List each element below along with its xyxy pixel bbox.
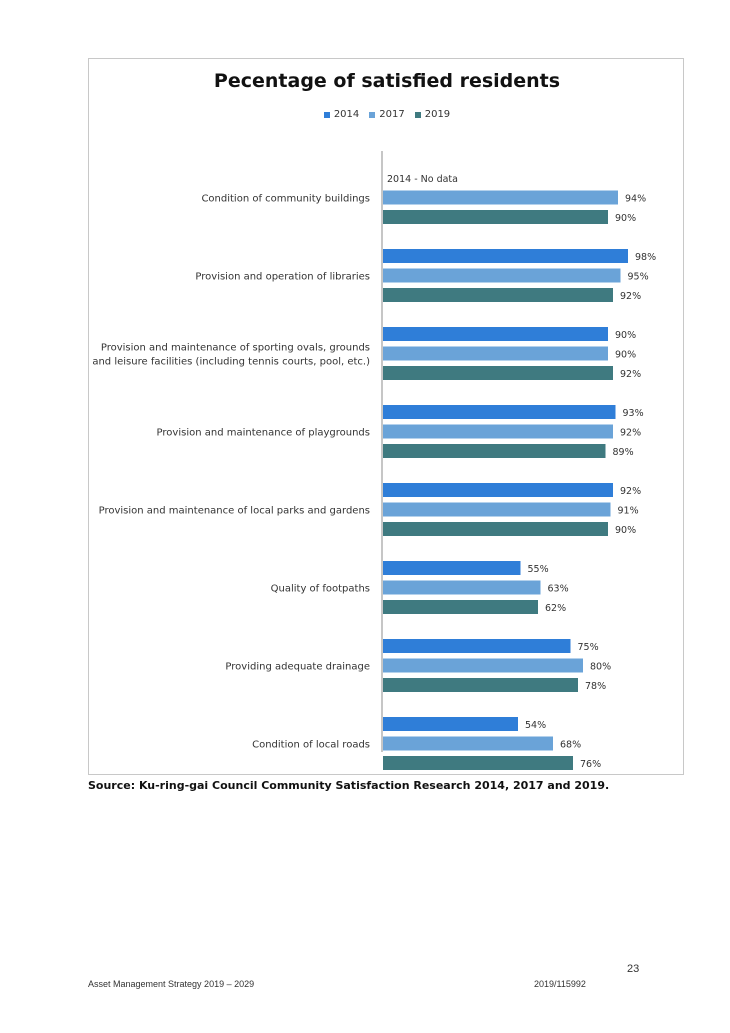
- legend-swatch-2017: [369, 111, 376, 118]
- bar-2014: [383, 717, 518, 731]
- data-label-2019: 90%: [615, 213, 636, 224]
- bar-2017: [383, 268, 621, 283]
- data-label-2019: 76%: [580, 759, 601, 770]
- legend-label-2019: 2019: [424, 109, 451, 120]
- bar-2019: [383, 756, 573, 770]
- data-label-2017: 91%: [618, 506, 639, 517]
- data-label-2019: 89%: [613, 447, 634, 458]
- legend-swatch-2014: [323, 111, 330, 118]
- bar-2019: [383, 366, 613, 380]
- bar-2019: [383, 444, 606, 458]
- legend-label-2014: 2014: [333, 109, 360, 120]
- category-label: Condition of local roads: [252, 740, 370, 751]
- bar-2017: [383, 424, 613, 439]
- data-label-2017: 92%: [620, 428, 641, 439]
- legend-item-2019: 2019: [414, 109, 451, 120]
- data-label-2019: 92%: [620, 291, 641, 302]
- chart-legend: 2014 2017 2019: [89, 109, 685, 120]
- bar-2019: [383, 288, 613, 302]
- category-label: and leisure facilities (including tennis…: [92, 357, 370, 368]
- legend-swatch-2019: [414, 111, 421, 118]
- category-label: Quality of footpaths: [271, 584, 370, 595]
- bar-2014: [383, 561, 521, 575]
- footer-document-title: Asset Management Strategy 2019 – 2029: [88, 979, 255, 989]
- page-number: 23: [627, 963, 640, 975]
- chart-title: Pecentage of satisfied residents: [213, 70, 561, 92]
- data-label-2017: 90%: [615, 350, 636, 361]
- bar-2017: [383, 346, 608, 361]
- bar-2014: [383, 483, 613, 497]
- data-label-2017: 68%: [560, 740, 581, 751]
- data-label-2017: 63%: [548, 584, 569, 595]
- category-label: Provision and maintenance of playgrounds: [157, 428, 370, 439]
- data-label-2019: 78%: [585, 681, 606, 692]
- data-label-2014: 93%: [623, 408, 644, 419]
- chart-frame: Pecentage of satisfied residents 2014 20…: [88, 58, 684, 775]
- bar-2017: [383, 658, 583, 673]
- data-label-2014: 54%: [525, 720, 546, 731]
- data-label-2014: 98%: [635, 252, 656, 263]
- chart-plot: Condition of community buildings 2014 - N…: [92, 151, 656, 770]
- category-label: Provision and operation of libraries: [195, 272, 370, 283]
- data-label-2014: 90%: [615, 330, 636, 341]
- data-label-2019: 92%: [620, 369, 641, 380]
- data-label-2019: 90%: [615, 525, 636, 536]
- bar-2017: [383, 736, 553, 751]
- bar-2014: [383, 249, 628, 263]
- bar-2014: [383, 327, 608, 341]
- data-label-2014: 92%: [620, 486, 641, 497]
- data-label-2014: 55%: [528, 564, 549, 575]
- bar-2017: [383, 502, 611, 517]
- bar-2017: [383, 190, 618, 205]
- bar-2017: [383, 580, 541, 595]
- data-label-2019: 62%: [545, 603, 566, 614]
- bar-2014: [383, 405, 616, 419]
- bar-2019: [383, 210, 608, 224]
- bar-2014: [383, 639, 571, 653]
- data-label-2017: 94%: [625, 194, 646, 205]
- no-data-label-2014: 2014 - No data: [387, 174, 458, 185]
- legend-label-2017: 2017: [379, 109, 405, 120]
- legend-item-2017: 2017: [369, 109, 405, 120]
- category-label: Providing adequate drainage: [225, 662, 370, 673]
- source-note: Source: Ku-ring-gai Council Community Sa…: [88, 779, 610, 792]
- footer-document-ref: 2019/115992: [534, 979, 586, 989]
- legend-item-2014: 2014: [323, 109, 360, 120]
- bar-2019: [383, 600, 538, 614]
- category-label: Provision and maintenance of sporting ov…: [101, 343, 370, 354]
- category-label: Condition of community buildings: [201, 194, 370, 205]
- bar-2019: [383, 678, 578, 692]
- bar-2019: [383, 522, 608, 536]
- category-label: Provision and maintenance of local parks…: [99, 506, 370, 517]
- data-label-2017: 95%: [628, 272, 649, 283]
- data-label-2014: 75%: [578, 642, 599, 653]
- data-label-2017: 80%: [590, 662, 611, 673]
